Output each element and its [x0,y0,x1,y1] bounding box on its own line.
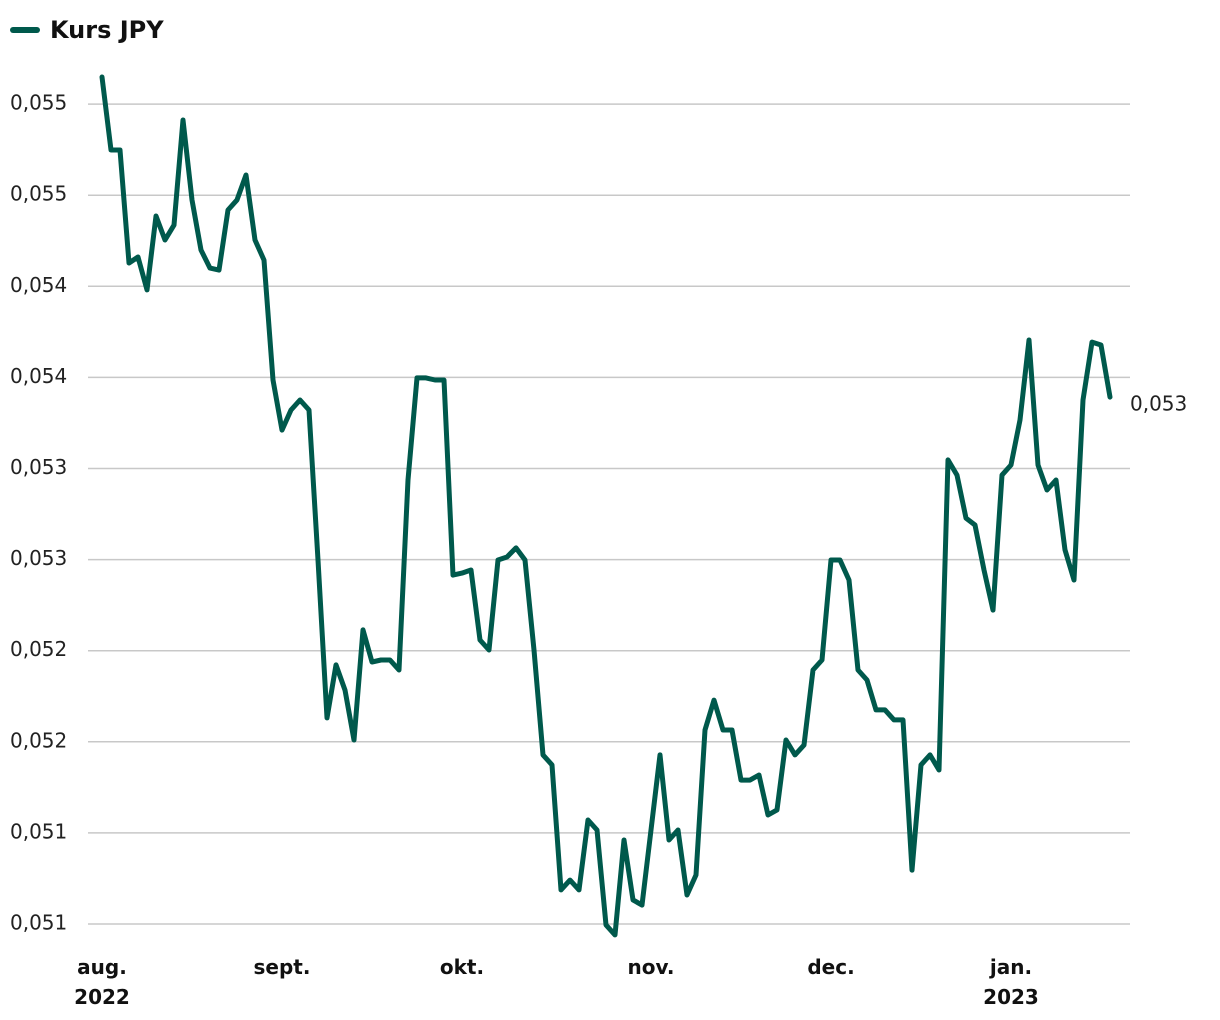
y-tick-label: 0,055 [10,182,67,206]
y-tick-label: 0,051 [10,911,67,935]
y-tick-label: 0,052 [10,728,67,752]
legend: Kurs JPY [10,16,164,44]
value-label: 0,053 [1130,392,1187,416]
x-tick-label: nov. [627,955,675,979]
x-tick-label: dec. [807,955,855,979]
line [99,74,1113,938]
y-tick-label: 0,052 [10,637,67,661]
x-tick-label: jan. 2023 [983,955,1039,1009]
y-tick-label: 0,053 [10,546,67,570]
x-tick-label: aug. 2022 [74,955,130,1009]
legend-swatch [10,27,40,33]
y-tick-label: 0,054 [10,364,67,388]
legend-label: Kurs JPY [50,16,164,44]
y-tick-label: 0,054 [10,273,67,297]
y-tick-label: 0,053 [10,455,67,479]
y-tick-label: 0,051 [10,819,67,843]
x-tick-label: okt. [439,955,485,979]
x-tick-label: sept. [253,955,311,979]
y-tick-label: 0,055 [10,91,67,115]
